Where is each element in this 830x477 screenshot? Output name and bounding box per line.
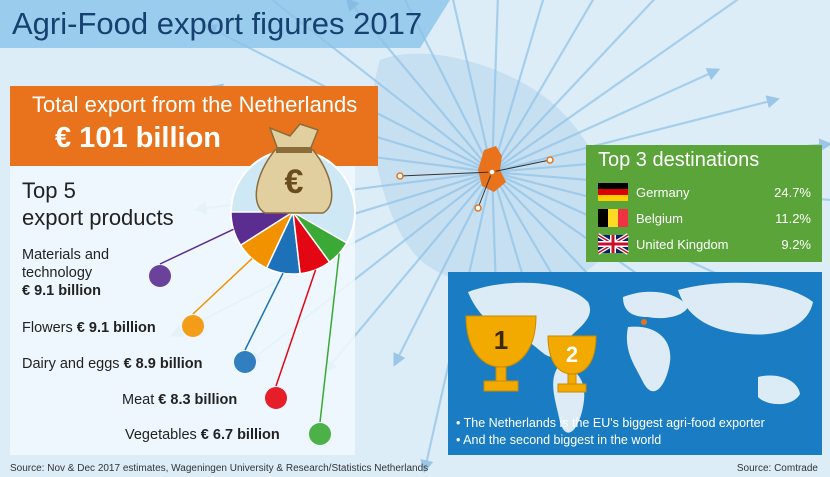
total-box: Total export from the Netherlands € 101 …: [10, 86, 378, 166]
destination-row: Belgium 11.2%: [636, 211, 811, 226]
product-icon: [309, 423, 331, 445]
arrow: [491, 0, 656, 173]
arrow: [490, 0, 545, 173]
money-bag-top: [268, 123, 319, 151]
bullet-text: The Netherlands is the EU's biggest agri…: [463, 416, 765, 430]
bullet: • And the second biggest in the world: [456, 433, 662, 447]
bullet-text: And the second biggest in the world: [463, 433, 662, 447]
product-row: Vegetables € 6.7 billion: [125, 427, 280, 443]
product-name: Meat: [122, 392, 155, 408]
trophy-label: 1: [494, 325, 508, 355]
destination-row: United Kingdom 9.2%: [636, 237, 811, 252]
product-value: € 9.1 billion: [22, 283, 101, 299]
share: 9.2%: [781, 237, 811, 252]
arrow: [491, 0, 595, 173]
products-heading: export products: [22, 205, 174, 230]
source: Source: Nov & Dec 2017 estimates, Wageni…: [10, 463, 429, 474]
product-icon: [182, 315, 204, 337]
money-bag-tie: [276, 147, 312, 153]
destinations-heading: Top 3 destinations: [598, 149, 760, 171]
connector: [159, 228, 234, 265]
title: Agri-Food export figures 2017: [12, 6, 423, 41]
arrow: [403, 0, 493, 173]
product-value: € 8.3 billion: [158, 392, 238, 408]
flags: [598, 183, 630, 255]
product-value: € 8.9 billion: [123, 356, 203, 372]
destinations-box: Top 3 destinations Germany 24.7% Belgium 11…: [586, 145, 822, 262]
arrow: [345, 0, 493, 173]
share: 11.2%: [775, 211, 811, 226]
arrow: [490, 0, 499, 173]
source: Source: Comtrade: [736, 463, 818, 474]
product-value: € 9.1 billion: [76, 320, 156, 336]
product-name: Materials and technology: [22, 247, 110, 281]
trophy-label: 2: [566, 342, 578, 367]
world-map: 1 2: [465, 282, 813, 433]
product-icon: [149, 265, 171, 287]
product-row: Meat € 8.3 billion: [122, 392, 237, 408]
bullet: • The Netherlands is the EU's biggest ag…: [456, 416, 765, 430]
product-row: Materials and technology € 9.1 billion: [22, 246, 122, 300]
pie-slice: [292, 211, 348, 264]
money-bag: [255, 149, 333, 214]
total-heading: Total export from the Netherlands: [32, 92, 358, 117]
share: 24.7%: [774, 185, 811, 200]
product-row: Flowers € 9.1 billion: [22, 320, 156, 336]
product-name: Dairy and eggs: [22, 356, 120, 372]
arrow: [491, 68, 721, 174]
product-name: Flowers: [22, 320, 73, 336]
product-name: Vegetables: [125, 427, 197, 443]
product-icon: [234, 351, 256, 373]
connector: [275, 269, 317, 387]
connector: [319, 253, 340, 423]
connector: [192, 257, 253, 315]
connector: [244, 272, 284, 351]
arrow: [270, 0, 493, 173]
destination-row: Germany 24.7%: [636, 185, 811, 200]
product-value: € 6.7 billion: [200, 427, 280, 443]
ranking-box: 1 2 • The Netherlands is the EU's bigges…: [448, 272, 822, 455]
products-heading: Top 5: [22, 178, 76, 203]
product-icon: [265, 387, 287, 409]
arrow: [491, 95, 780, 174]
total-value: € 101 billion: [55, 122, 221, 154]
bag-symbol: €: [285, 163, 304, 201]
arrow: [452, 0, 494, 173]
arrow: [491, 0, 739, 173]
country: United Kingdom: [636, 237, 729, 252]
arrow: [393, 171, 493, 367]
product-row: Dairy and eggs € 8.9 billion: [22, 356, 203, 372]
country: Germany: [636, 185, 690, 200]
country: Belgium: [636, 211, 683, 226]
